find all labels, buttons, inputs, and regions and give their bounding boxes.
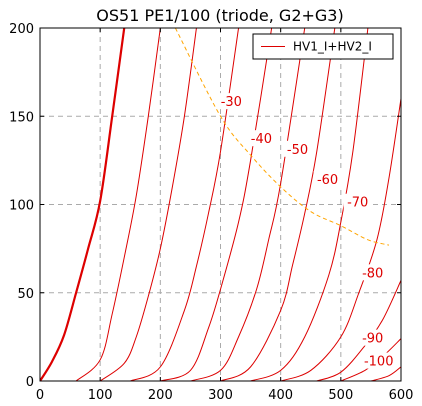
grid-voltage-label-bg bbox=[283, 140, 312, 157]
curve-vgm80 bbox=[280, 98, 401, 381]
curve-vg0 bbox=[40, 28, 126, 381]
y-tick-label: 200 bbox=[9, 22, 34, 37]
grid-voltage-label-bg bbox=[360, 352, 397, 369]
x-tick-label: 600 bbox=[389, 388, 414, 403]
y-tick-label: 0 bbox=[26, 375, 34, 390]
x-tick-label: 200 bbox=[148, 388, 173, 403]
grid-voltage-label-bg bbox=[358, 329, 387, 346]
load-line bbox=[174, 28, 390, 246]
x-tick-label: 400 bbox=[268, 388, 293, 403]
grid-voltage-labels: -30 -40 -50 -60 -70 -80 -90 -100 bbox=[217, 93, 397, 370]
legend: HV1_I+HV2_I bbox=[252, 33, 394, 60]
x-tick-label: 0 bbox=[36, 388, 44, 403]
grid-voltage-label: -30 bbox=[221, 95, 242, 110]
grid-voltage-label-bg bbox=[217, 93, 246, 110]
grid-voltage-label: -100 bbox=[364, 355, 394, 370]
axis-ticks: 0 100 200 300 400 500 600 0 50 100 150 200 bbox=[9, 22, 413, 403]
x-tick-label: 100 bbox=[88, 388, 113, 403]
grid-voltage-label: -80 bbox=[362, 266, 383, 281]
grid-voltage-label: -50 bbox=[287, 143, 308, 158]
plate-curves bbox=[40, 28, 401, 381]
grid-voltage-label-bg bbox=[313, 170, 342, 187]
grid-voltage-label: -90 bbox=[362, 332, 383, 347]
grid-voltage-label-bg bbox=[247, 130, 276, 147]
y-tick-label: 100 bbox=[9, 199, 34, 214]
curve-vgm60 bbox=[220, 28, 336, 381]
load-line-group bbox=[174, 28, 390, 246]
curve-vgm20 bbox=[99, 28, 197, 381]
x-tick-label: 300 bbox=[208, 388, 233, 403]
chart-title: OS51 PE1/100 (triode, G2+G3) bbox=[96, 6, 343, 25]
legend-label: HV1_I+HV2_I bbox=[293, 40, 372, 54]
grid-voltage-label: -40 bbox=[251, 132, 272, 147]
grid-voltage-label-bg bbox=[343, 193, 372, 210]
curve-vgm110 bbox=[370, 366, 401, 381]
curve-vgm70 bbox=[250, 28, 369, 381]
y-tick-label: 50 bbox=[17, 287, 34, 302]
grid-voltage-label-bg bbox=[358, 264, 387, 281]
curve-vgm10 bbox=[75, 28, 161, 381]
grid-voltage-label: -60 bbox=[317, 173, 338, 188]
x-tick-label: 500 bbox=[328, 388, 353, 403]
curve-vgm90 bbox=[316, 280, 401, 381]
curve-vgm30 bbox=[130, 28, 240, 381]
y-tick-label: 150 bbox=[9, 110, 34, 125]
grid-voltage-label: -70 bbox=[347, 196, 368, 211]
